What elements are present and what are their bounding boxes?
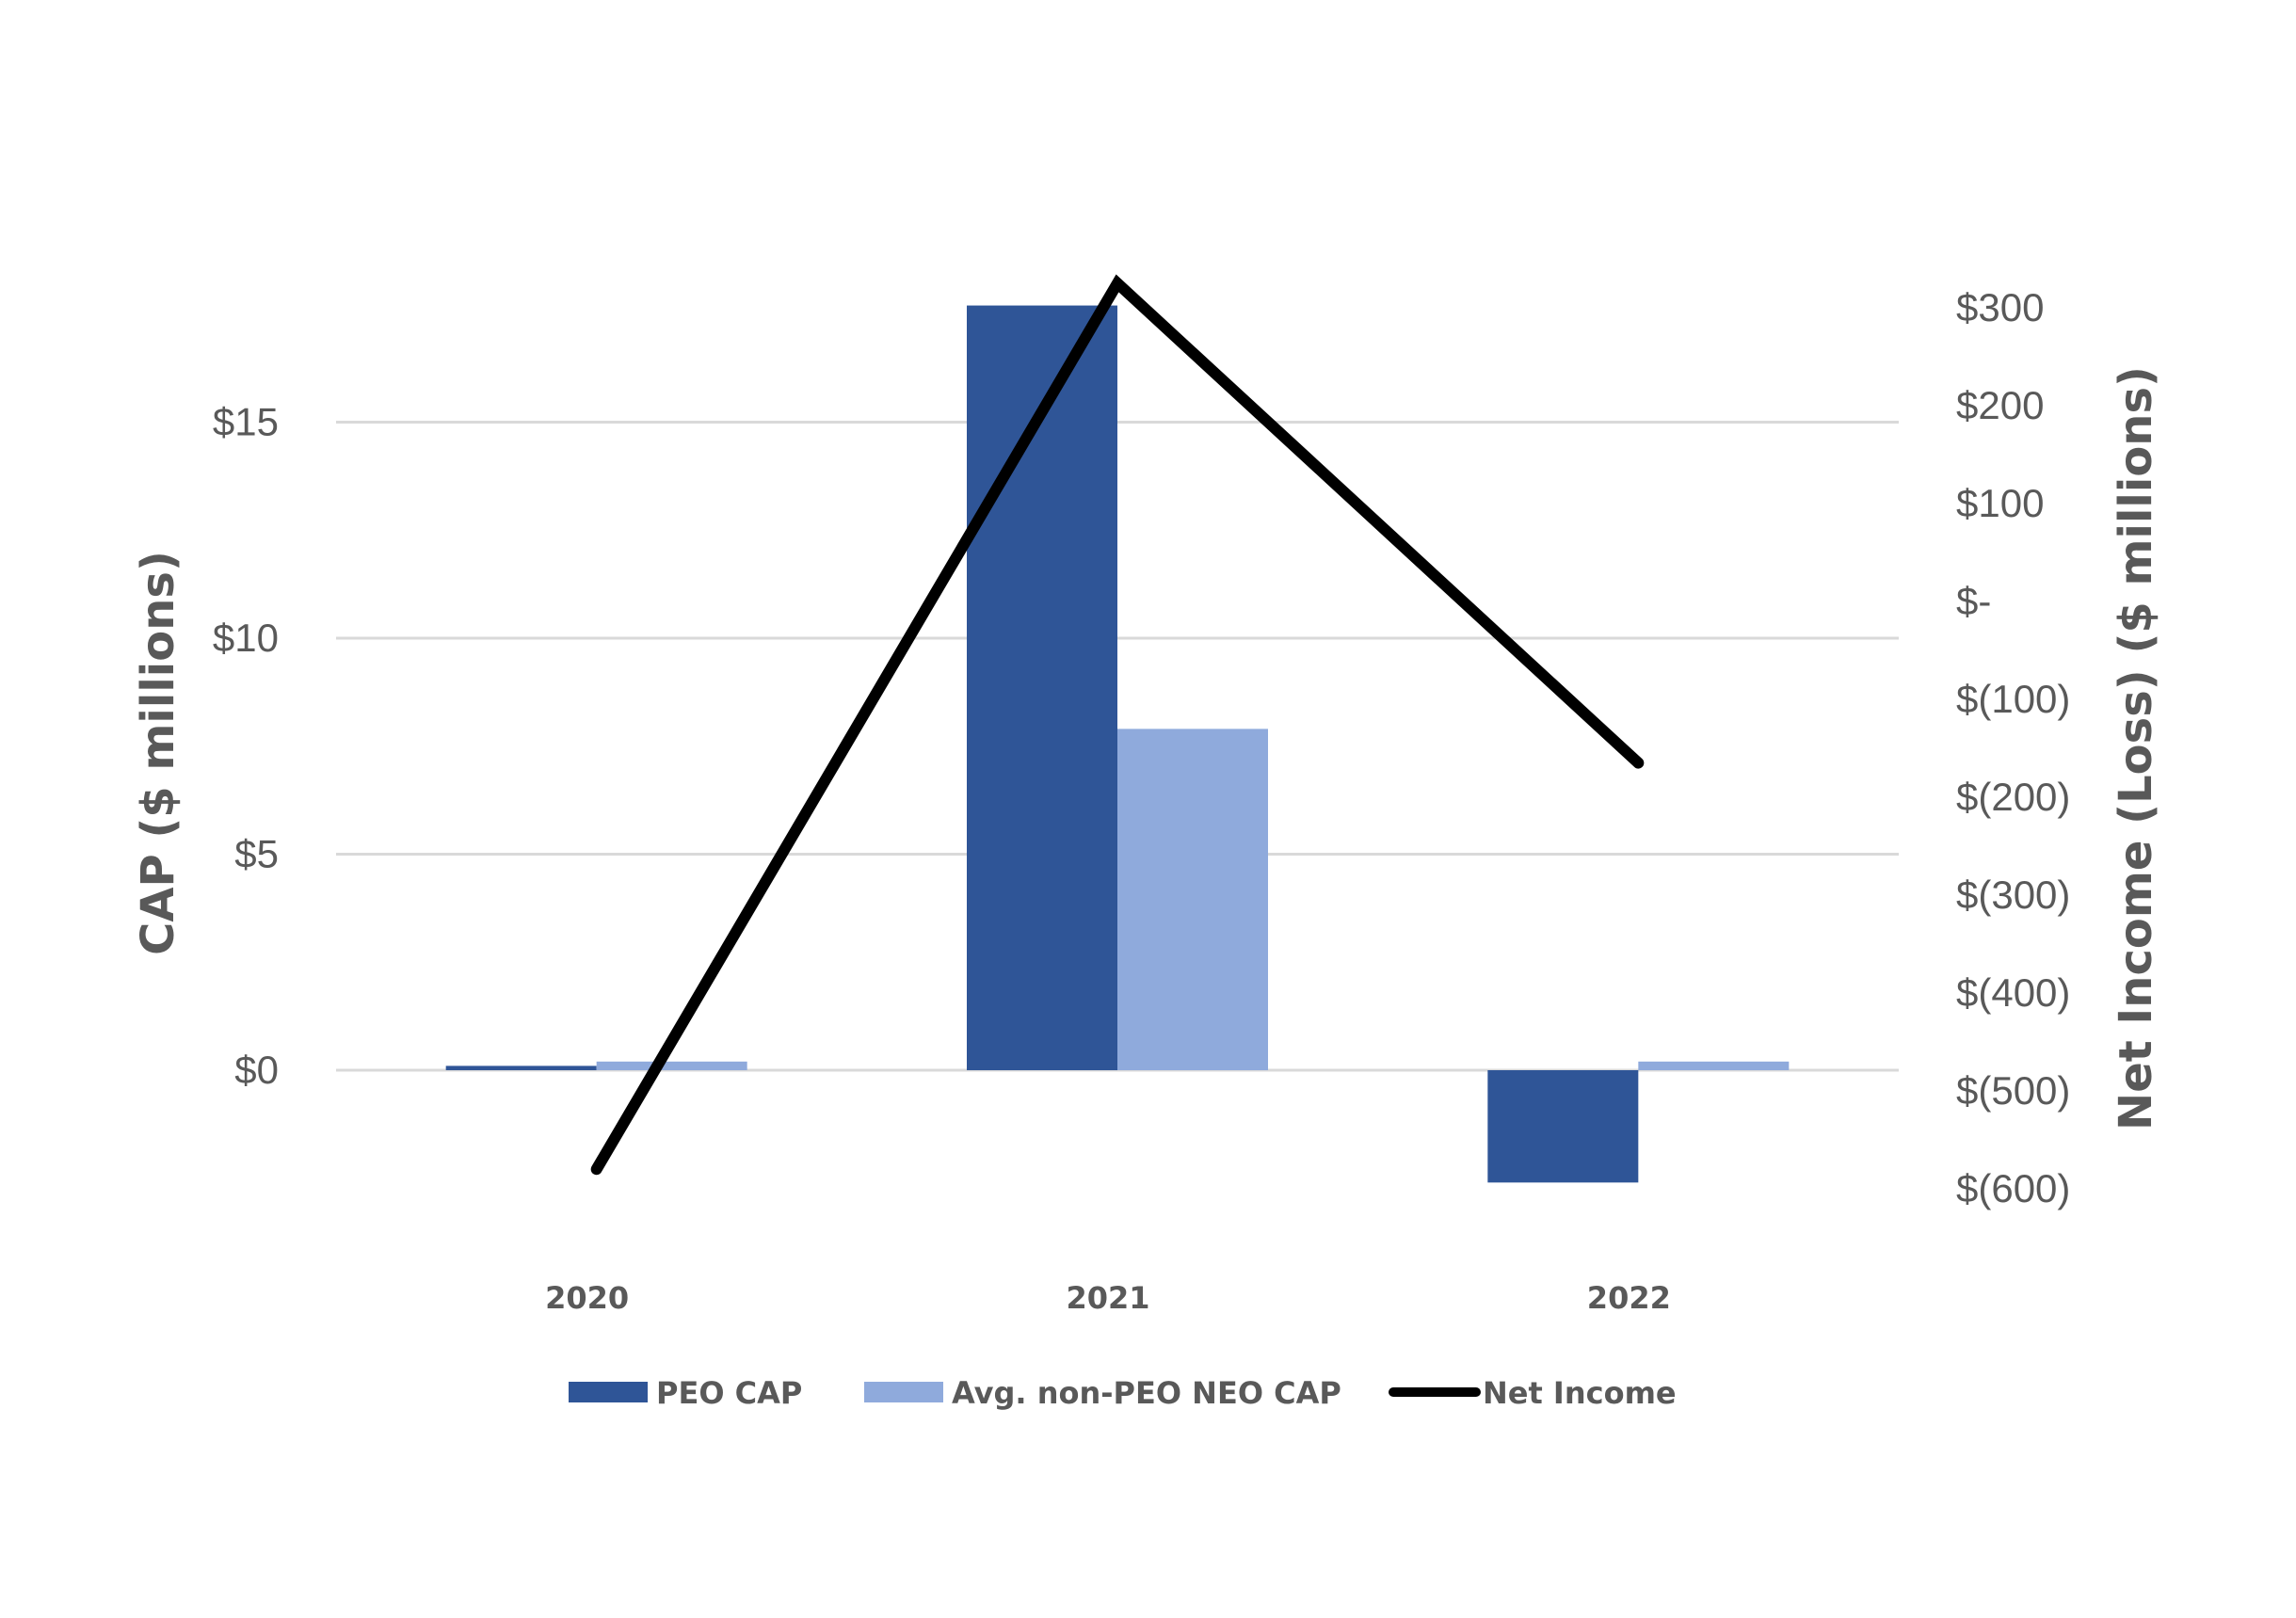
right-tick-label: $200 (1956, 383, 2044, 427)
bar-avg-non-peo-neo-cap-2021 (1117, 729, 1268, 1070)
right-tick-label: $(200) (1956, 775, 2070, 819)
category-label-2022: 2022 (1587, 1280, 1671, 1316)
bar-peo-cap-2022 (1487, 1070, 1639, 1183)
left-tick-label: $5 (234, 832, 279, 876)
right-tick-label: $(300) (1956, 873, 2070, 917)
right-tick-label: $100 (1956, 481, 2044, 525)
right-tick-label: $(100) (1956, 677, 2070, 721)
left-axis-ticks: $0 $5 $10 $15 (213, 400, 279, 1093)
legend-swatch-peo-cap (569, 1382, 648, 1402)
right-axis-ticks: $300 $200 $100 $- $(100) $(200) $(300) $(400) $(… (1956, 285, 2070, 1210)
bar-avg-non-peo-neo-cap-2022 (1638, 1061, 1790, 1070)
right-tick-label: $300 (1956, 285, 2044, 329)
lines (590, 274, 1645, 1176)
left-tick-label: $10 (213, 616, 279, 660)
left-tick-label: $0 (234, 1048, 279, 1092)
category-label-2020: 2020 (545, 1280, 629, 1316)
right-tick-label: $(500) (1956, 1068, 2070, 1113)
line-net-income (590, 274, 1645, 1176)
right-tick-label: $(600) (1956, 1166, 2070, 1210)
legend-label-avg-non-peo-neo-cap: Avg. non-PEO NEO CAP (952, 1375, 1341, 1411)
bars (445, 305, 1790, 1183)
legend-label-peo-cap: PEO CAP (656, 1375, 802, 1411)
left-axis-title: CAP ($ millions) (132, 551, 185, 955)
legend: PEO CAP Avg. non-PEO NEO CAP Net Income (569, 1375, 1677, 1411)
left-tick-label: $15 (213, 400, 279, 444)
legend-swatch-avg-non-peo-neo-cap (864, 1382, 943, 1402)
category-labels: 2020 2021 2022 (545, 1280, 1671, 1316)
bar-peo-cap-2020 (445, 1065, 597, 1070)
right-tick-label: $(400) (1956, 970, 2070, 1015)
right-axis-title: Net Income (Loss) ($ millions) (2110, 366, 2162, 1130)
legend-label-net-income: Net Income (1483, 1375, 1677, 1411)
category-label-2021: 2021 (1066, 1280, 1149, 1316)
right-tick-label: $- (1956, 579, 1991, 623)
bar-avg-non-peo-neo-cap-2020 (596, 1061, 747, 1070)
bar-peo-cap-2021 (967, 305, 1117, 1070)
